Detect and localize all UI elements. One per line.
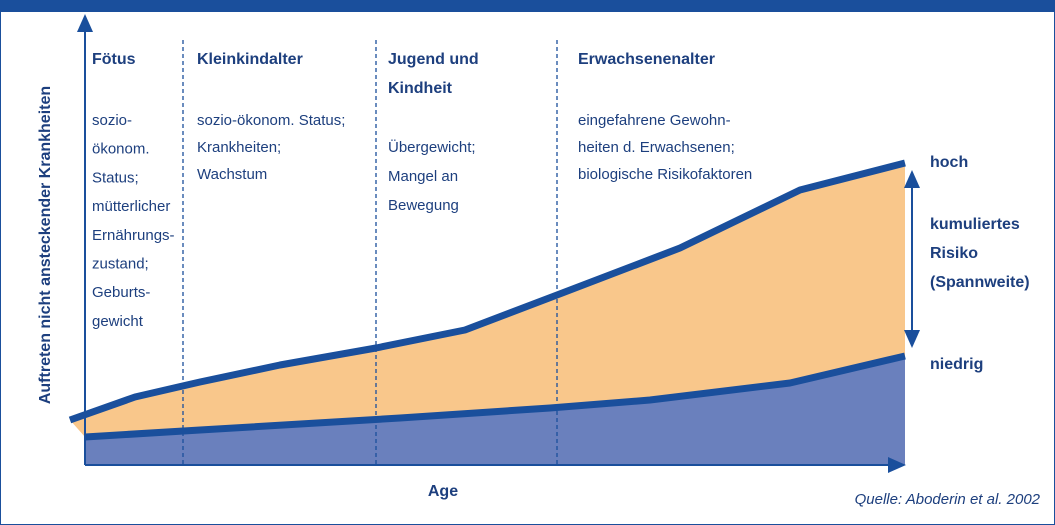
stage-text: Wachstum (197, 166, 267, 183)
stage-heading: Kleinkindalter (197, 51, 303, 68)
stage-text: gewicht (92, 313, 144, 330)
stage-text: sozio-ökonom. Status; (197, 112, 345, 129)
stage-text: Mangel an (388, 168, 458, 185)
lower-curve (84, 352, 906, 441)
risk-high: hoch (930, 154, 968, 171)
stage-text: heiten d. Erwachsenen; (578, 139, 735, 156)
stage-text: zustand; (92, 255, 149, 272)
base-area (85, 356, 905, 465)
stage-text: Bewegung (388, 197, 459, 214)
stage-dividers (182, 40, 558, 465)
stage-text: sozio- (92, 112, 132, 129)
top-bar (0, 0, 1055, 12)
x-axis-label: Age (428, 483, 458, 500)
stage-text: biologische Risikofaktoren (578, 166, 752, 183)
risk-low: niedrig (930, 356, 983, 373)
stage-text: Status; (92, 169, 139, 186)
risk-label: Risiko (930, 245, 978, 262)
stage-text: Ernährungs- (92, 227, 175, 244)
stage-heading: Erwachsenenalter (578, 51, 715, 68)
stage-text: ökonom. (92, 141, 150, 158)
stage-text: eingefahrene Gewohn- (578, 112, 731, 129)
risk-label: kumuliertes (930, 216, 1020, 233)
stage-text: Übergewicht; (388, 138, 476, 156)
stage-text: mütterlicher (92, 198, 170, 215)
stage-heading: Kindheit (388, 80, 453, 97)
stage-text: Geburts- (92, 284, 150, 301)
stage-heading: Fötus (92, 51, 136, 68)
y-axis-label: Auftreten nicht ansteckender Krankheiten (37, 86, 54, 404)
stage-heading: Jugend und (388, 51, 479, 68)
risk-label: (Spannweite) (930, 274, 1030, 291)
upper-curve (68, 159, 906, 424)
source: Quelle: Aboderin et al. 2002 (855, 491, 1041, 508)
stage-text: Krankheiten; (197, 139, 281, 156)
